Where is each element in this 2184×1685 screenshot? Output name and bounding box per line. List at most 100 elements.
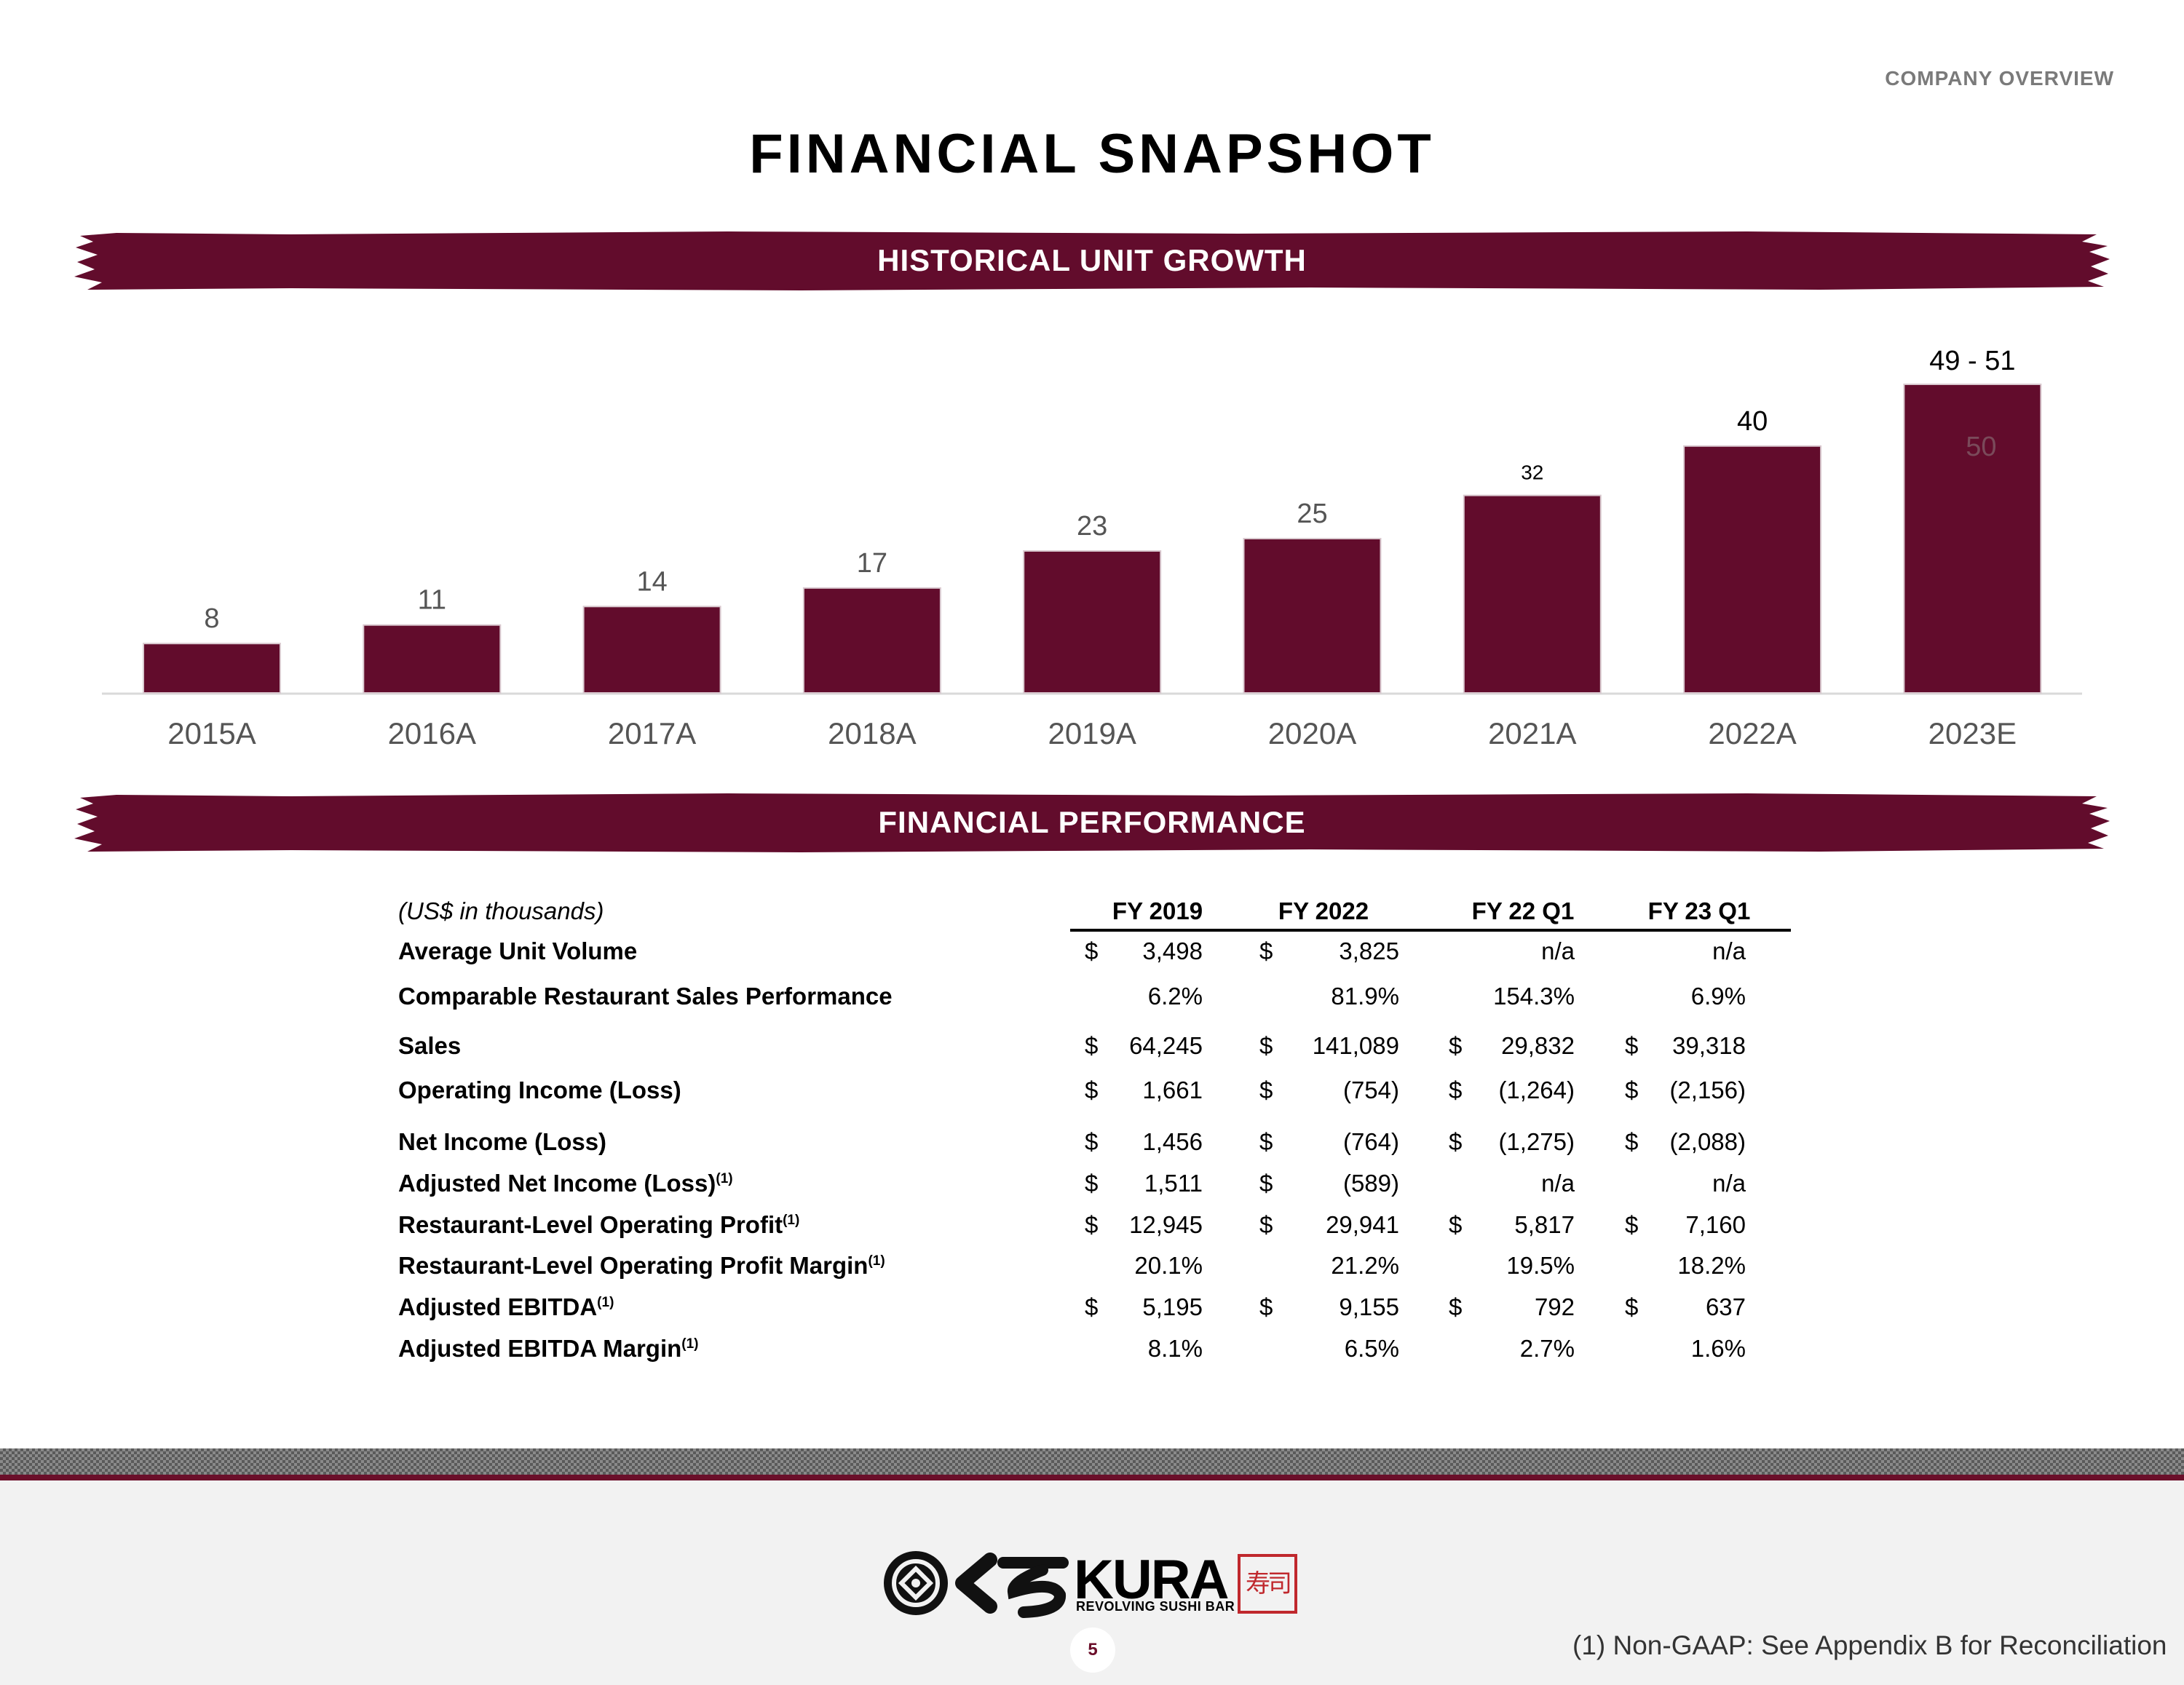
row-label-text: Restaurant-Level Operating Profit Margin [398,1252,869,1279]
logo-wordmark: KURA [1074,1549,1230,1611]
cell-value: 39,318 [1672,1032,1746,1059]
bar-2022A [1683,445,1822,694]
unit-growth-chart: 8 2015A 11 2016A 14 2017A 17 2018A 23 2019A 25 2020… [102,346,2082,750]
cell-value: 6.5% [1344,1335,1399,1362]
bar-2020A [1243,538,1382,694]
column-header: FY 2022 [1278,897,1369,924]
currency-symbol: $ [1085,1211,1099,1238]
row-label-text: Adjusted Net Income (Loss) [398,1170,716,1197]
cell-value: 12,945 [1129,1211,1203,1238]
row-label: Average Unit Volume [398,937,637,965]
footnote: (1) Non-GAAP: See Appendix B for Reconci… [1572,1630,2167,1660]
cell-value: 154.3% [1493,983,1575,1010]
cell-value: 7,160 [1685,1211,1746,1238]
data-label: 23 [1077,511,1107,542]
currency-symbol: $ [1449,1293,1463,1320]
cell-value: 8.1% [1147,1335,1203,1362]
column-header: FY 2019 [1112,897,1203,924]
data-label: 32 [1521,461,1543,484]
data-label: 11 [418,585,446,616]
footnote-marker: (1) [716,1171,733,1186]
unit-note: (US$ in thousands) [398,897,604,924]
page-number: 5 [1070,1627,1115,1673]
row-label: Adjusted Net Income (Loss)(1) [398,1170,733,1197]
x-tick-label: 2021A [1488,716,1576,750]
brush-stroke-bg [74,231,2110,290]
footnote-marker: (1) [868,1253,885,1269]
currency-symbol: $ [1259,1293,1273,1320]
cell-value: 81.9% [1331,983,1399,1010]
x-tick-label: 2017A [608,716,696,750]
cell-value: 64,245 [1129,1032,1203,1059]
cell-value: 20.1% [1134,1252,1203,1279]
logo-tagline: REVOLVING SUSHI BAR [1076,1599,1235,1614]
row-label-text: Comparable Restaurant Sales Performance [398,983,893,1010]
data-label: 25 [1297,499,1327,529]
row-label-text: Sales [398,1032,462,1059]
footnote-marker: (1) [681,1336,699,1352]
cell-value: (1,275) [1498,1128,1575,1155]
cell-value: 3,498 [1142,937,1203,964]
kura-logo: KURA REVOLVING SUSHI BAR 寿司 [881,1547,1303,1619]
cell-value: 2.7% [1519,1335,1575,1362]
footnote-marker: (1) [597,1295,614,1310]
x-tick-label: 2023E [1928,716,2017,750]
cell-value: 5,817 [1514,1211,1575,1238]
performance-banner: FINANCIAL PERFORMANCE [73,792,2111,853]
row-label-text: Adjusted EBITDA Margin [398,1335,682,1362]
column-header: FY 23 Q1 [1647,897,1751,924]
x-tick-label: 2016A [388,716,476,750]
cell-value: 29,941 [1326,1211,1399,1238]
cell-value: n/a [1712,1170,1746,1197]
row-label: Adjusted EBITDA(1) [398,1293,614,1321]
cell-value: 792 [1534,1293,1575,1320]
x-tick-label: 2020A [1268,716,1356,750]
x-tick-label: 2019A [1048,716,1136,750]
banner-title: HISTORICAL UNIT GROWTH [877,243,1307,277]
footnote-marker: (1) [783,1213,800,1228]
cell-value: 1,456 [1142,1128,1203,1155]
currency-symbol: $ [1085,1170,1099,1197]
cell-value: 1,511 [1144,1170,1203,1197]
cell-value: n/a [1541,937,1575,964]
data-label: 8 [204,603,219,634]
cell-value: 6.2% [1147,983,1203,1010]
bar-2017A [582,606,721,694]
cell-value: 9,155 [1339,1293,1399,1320]
cell-value: 1.6% [1690,1335,1746,1362]
cell-value: 18.2% [1677,1252,1746,1279]
bar-2019A [1023,550,1162,694]
cell-value: n/a [1541,1170,1575,1197]
currency-symbol: $ [1259,1170,1273,1197]
cell-value: 141,089 [1312,1032,1399,1059]
column-header: FY 22 Q1 [1471,897,1575,924]
currency-symbol: $ [1085,1077,1099,1103]
currency-symbol: $ [1449,1211,1463,1238]
cell-value: 21.2% [1331,1252,1399,1279]
currency-symbol: $ [1085,937,1099,964]
data-label: 49 - 51 [1929,346,2015,376]
currency-symbol: $ [1259,1077,1273,1103]
data-label: 40 [1737,406,1768,437]
bar-inner-label: 50 [1966,432,1996,462]
currency-symbol: $ [1259,937,1273,964]
currency-symbol: $ [1085,1293,1099,1320]
cell-value: 3,825 [1339,937,1399,964]
data-label: 17 [857,548,887,579]
cell-value: (764) [1342,1128,1399,1155]
currency-symbol: $ [1625,1077,1639,1103]
currency-symbol: $ [1625,1211,1639,1238]
row-label: Operating Income (Loss) [398,1077,681,1104]
row-label-text: Adjusted EBITDA [398,1293,598,1320]
currency-symbol: $ [1449,1077,1463,1103]
cell-value: (589) [1342,1170,1399,1197]
cell-value: 1,661 [1142,1077,1203,1103]
unit-growth-banner: HISTORICAL UNIT GROWTH [73,230,2111,291]
logo-kanji: 寿司 [1246,1569,1292,1598]
currency-symbol: $ [1625,1128,1639,1155]
data-label: 14 [636,566,667,597]
cell-value: 5,195 [1142,1293,1203,1320]
currency-symbol: $ [1449,1032,1463,1059]
row-label: Restaurant-Level Operating Profit(1) [398,1211,799,1239]
row-label-text: Net Income (Loss) [398,1128,607,1155]
